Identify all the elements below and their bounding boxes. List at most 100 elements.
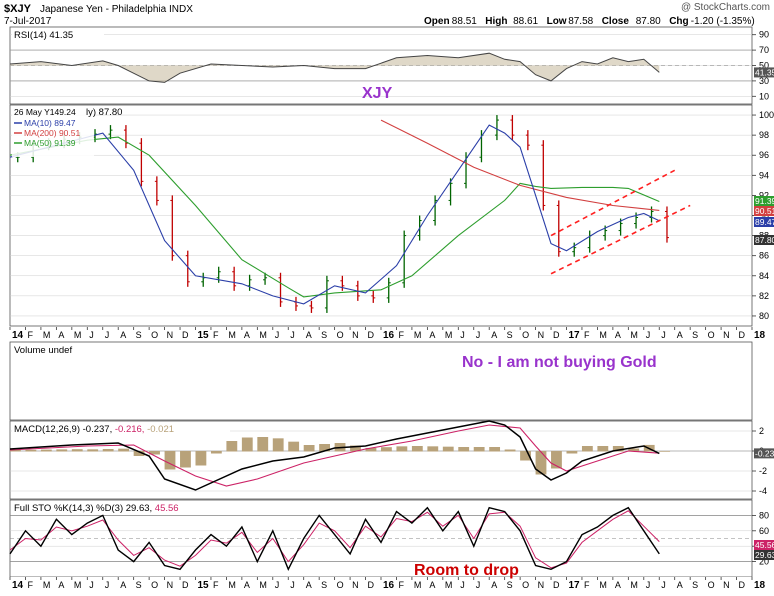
x-axis-tick-label: D bbox=[182, 330, 189, 340]
sto-legend-d: 45.56 bbox=[155, 503, 179, 514]
x-axis-tick-label: A bbox=[677, 580, 683, 590]
price-tick-label: 92 bbox=[759, 190, 769, 200]
x-axis-tick-label: A bbox=[615, 580, 621, 590]
x-axis-tick-label: N bbox=[723, 580, 730, 590]
x-axis-tick-label: M bbox=[259, 330, 267, 340]
ohlc-open-value: 88.51 bbox=[452, 16, 477, 27]
ma10-line bbox=[9, 124, 660, 305]
x-axis-tick-label: 17 bbox=[569, 330, 581, 341]
macd-tick-label: 2 bbox=[759, 426, 764, 436]
macd-histogram-bar bbox=[535, 451, 547, 475]
x-axis-tick-label: J bbox=[646, 580, 651, 590]
x-axis-tick-label: S bbox=[507, 330, 513, 340]
x-axis-tick-label: M bbox=[43, 580, 51, 590]
x-axis-tick-label: J bbox=[290, 330, 295, 340]
x-axis-tick-label: 17 bbox=[569, 580, 581, 591]
rsi-tick-label: 10 bbox=[759, 91, 769, 101]
chart-date: 7-Jul-2017 bbox=[4, 16, 52, 27]
rsi-panel: 90 70 50 30 10 RSI(14) 41.35 41.35 bbox=[9, 26, 774, 105]
macd-histogram-bar bbox=[226, 441, 238, 452]
x-axis-top: 14 F M A M J J A S O N D 15 F M A M J J A S O N D 16 F M A M J J A S O N D 1… bbox=[0, 327, 774, 341]
rsi-legend: RSI(14) 41.35 bbox=[14, 30, 73, 41]
rsi-legend-bg bbox=[12, 29, 104, 40]
x-axis-tick-label: J bbox=[105, 580, 110, 590]
volume-legend: Volume undef bbox=[14, 345, 72, 356]
x-axis-tick-label: M bbox=[43, 330, 51, 340]
x-axis-tick-label: A bbox=[429, 330, 435, 340]
macd-histogram-bar bbox=[87, 449, 99, 452]
price-value-tag-bg bbox=[754, 206, 774, 216]
symbol-description: Japanese Yen - Philadelphia INDX bbox=[40, 4, 193, 15]
macd-histogram-bar bbox=[303, 445, 315, 452]
price-tick-label: 96 bbox=[759, 150, 769, 160]
x-axis-tick-label: N bbox=[723, 330, 730, 340]
macd-tick-label: -4 bbox=[759, 486, 767, 496]
x-axis-tick-label: A bbox=[58, 580, 64, 590]
macd-histogram-bar bbox=[458, 447, 470, 452]
price-legend-date: 26 May Y149.24 bbox=[14, 107, 76, 117]
x-axis-tick-label: 14 bbox=[12, 580, 24, 591]
x-axis-tick-label: O bbox=[151, 330, 158, 340]
x-axis-tick-label: O bbox=[522, 580, 529, 590]
ohlc-row: Open 88.51 High 88.61 Low 87.58 Close 87.80 Chg -… bbox=[424, 16, 755, 27]
macd-histogram-bar bbox=[427, 446, 439, 452]
x-axis-tick-label: J bbox=[89, 330, 94, 340]
macd-histogram-bar bbox=[257, 437, 269, 452]
macd-histogram-bar bbox=[149, 451, 160, 455]
x-axis-tick-label: A bbox=[244, 330, 250, 340]
ohlc-close-value: 87.80 bbox=[636, 16, 661, 27]
x-axis-tick-label: O bbox=[337, 580, 344, 590]
ohlc-low-label: Low bbox=[547, 16, 567, 27]
price-value-tag: 90.51 bbox=[755, 206, 774, 216]
macd-histogram-bar bbox=[581, 446, 593, 452]
macd-histogram-bar bbox=[133, 451, 145, 456]
x-axis-tick-label: N bbox=[167, 580, 174, 590]
x-axis-tick-label: A bbox=[677, 330, 683, 340]
x-axis-tick-label: A bbox=[491, 330, 497, 340]
macd-signal-line bbox=[9, 424, 660, 487]
price-value-tag: 89.47 bbox=[755, 217, 774, 227]
ohlc-high-value: 88.61 bbox=[513, 16, 538, 27]
x-axis-tick-label: D bbox=[182, 580, 189, 590]
macd-histogram-bar bbox=[241, 437, 253, 452]
x-axis-tick-label: S bbox=[136, 580, 142, 590]
macd-histogram-bar bbox=[25, 449, 37, 452]
panel-frame bbox=[9, 341, 753, 421]
rsi-tick-label: 50 bbox=[759, 61, 769, 71]
x-axis-tick-label: M bbox=[445, 580, 453, 590]
x-axis-tick-label: A bbox=[491, 580, 497, 590]
x-axis-tick-label: J bbox=[661, 580, 666, 590]
x-axis-tick-label: 18 bbox=[754, 580, 766, 591]
x-axis-bottom: 14 F M A M J J A S O N D 15 F M A M J J A S O N D 16 F M A M J J A S O N D 1… bbox=[0, 577, 774, 591]
x-axis-tick-label: M bbox=[414, 330, 422, 340]
x-axis-tick-label: S bbox=[136, 330, 142, 340]
macd-legend-main: MACD(12,26,9) -0.237, bbox=[14, 424, 115, 435]
ma50-line bbox=[9, 136, 660, 298]
macd-histogram-bar bbox=[566, 451, 578, 454]
sto-legend: Full STO %K(14,3) %D(3) 29.63, 45.56 bbox=[14, 503, 179, 514]
x-axis-tick-label: F bbox=[213, 580, 219, 590]
x-axis-tick-label: 16 bbox=[383, 580, 395, 591]
macd-histogram-bar bbox=[319, 444, 330, 452]
macd-histogram-bar bbox=[56, 449, 68, 452]
annotation-xjy: XJY bbox=[362, 85, 393, 102]
macd-histogram-bar bbox=[597, 446, 609, 452]
x-axis-tick-label: S bbox=[692, 330, 698, 340]
sto-tick-label: 80 bbox=[759, 510, 769, 520]
x-axis-band bbox=[0, 327, 774, 341]
x-axis-tick-label: D bbox=[739, 330, 746, 340]
macd-line bbox=[9, 420, 660, 491]
channel-lower bbox=[550, 204, 691, 275]
macd-legend: MACD(12,26,9) -0.237, -0.216, -0.021 bbox=[14, 424, 174, 435]
macd-histogram-bar bbox=[118, 448, 130, 452]
macd-histogram-bar bbox=[520, 451, 531, 461]
x-axis-tick-label: A bbox=[120, 330, 126, 340]
x-axis-tick-label: O bbox=[151, 580, 158, 590]
ohlc-open-label: Open bbox=[424, 16, 450, 27]
volume-panel: Volume undef bbox=[9, 341, 753, 421]
annotation-volume: No - I am not buying Gold bbox=[462, 354, 657, 371]
sto-legend-main: Full STO %K(14,3) %D(3) 29.63, bbox=[14, 503, 155, 514]
x-axis-tick-label: M bbox=[259, 580, 267, 590]
x-axis-tick-label: N bbox=[352, 330, 359, 340]
x-axis-tick-label: M bbox=[630, 330, 638, 340]
